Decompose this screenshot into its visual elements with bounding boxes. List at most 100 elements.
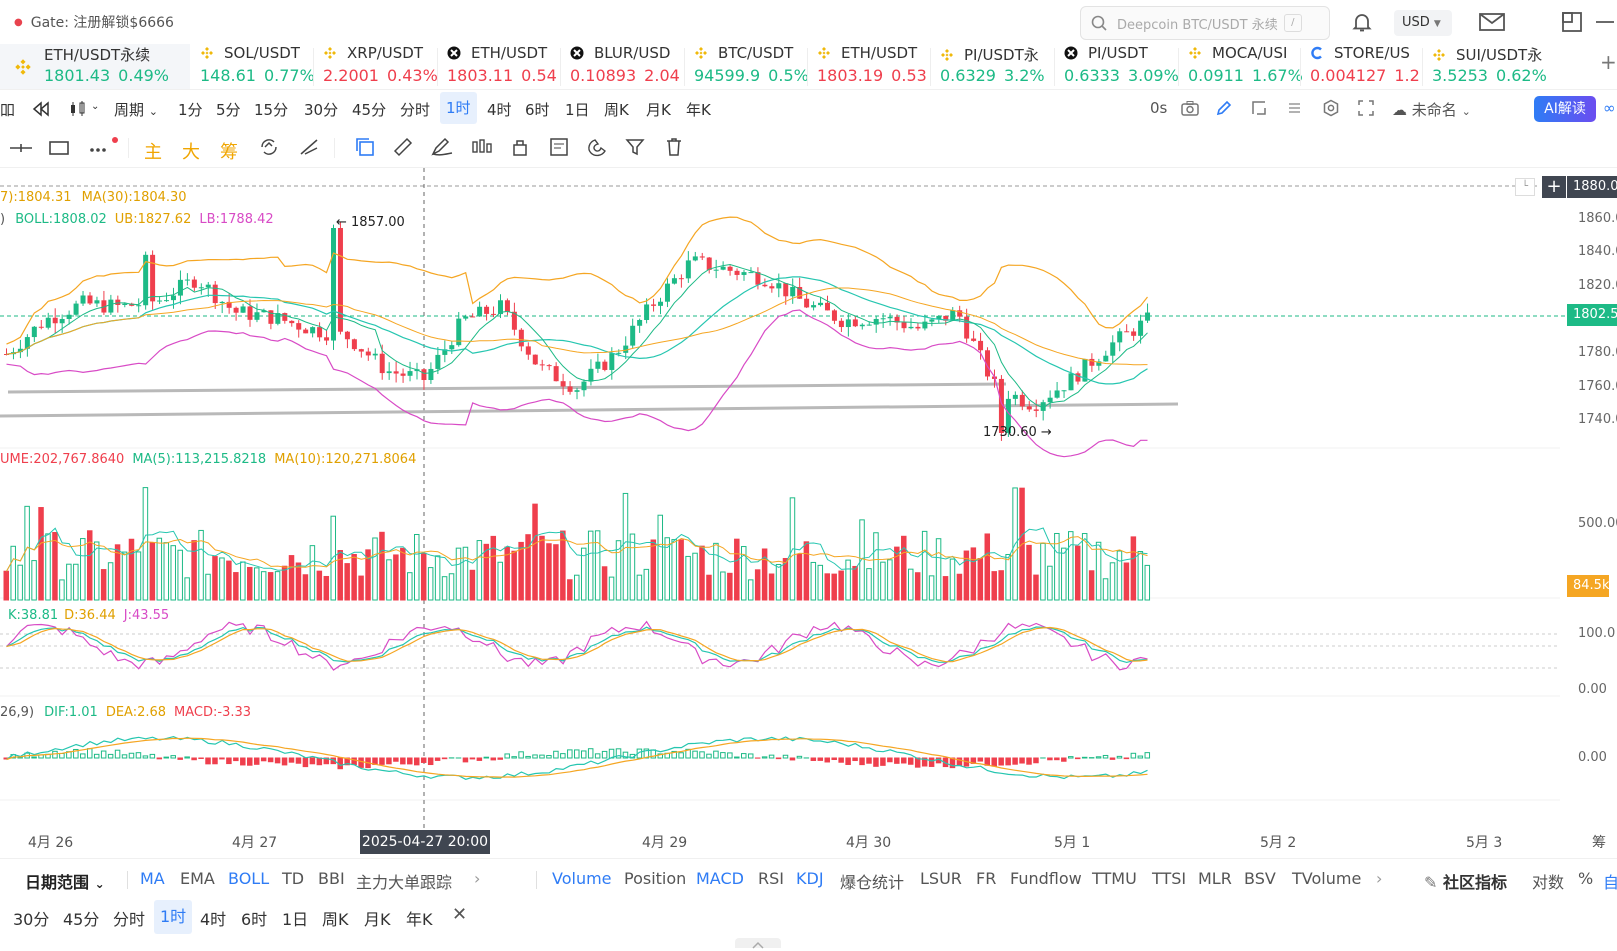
- trash-icon[interactable]: [664, 136, 684, 158]
- main-indicator-button[interactable]: EMA: [180, 869, 215, 888]
- main-indicator-button[interactable]: MA: [140, 869, 165, 888]
- ticker-item[interactable]: ETH/USDT永续 1801.43 0.49%: [14, 44, 190, 89]
- sub-indicator-button[interactable]: TTMU: [1092, 869, 1137, 888]
- bottom-interval-button[interactable]: 分时: [113, 910, 146, 929]
- main-indicator-button[interactable]: BOLL: [228, 869, 270, 888]
- ruler-tool-icon[interactable]: [392, 136, 414, 158]
- sub-indicator-button[interactable]: BSV: [1244, 869, 1276, 888]
- ticker-item[interactable]: BTC/USDT 94599.9 0.5%: [694, 44, 812, 89]
- main-indicator-button[interactable]: 主力大单跟踪: [356, 873, 453, 892]
- more-tools-icon[interactable]: [88, 136, 118, 158]
- brush-tool-icon[interactable]: [430, 136, 454, 158]
- sub-indicator-button[interactable]: 爆仓统计: [840, 873, 905, 892]
- sub-indicator-button[interactable]: MLR: [1198, 869, 1232, 888]
- mail-icon[interactable]: [1478, 10, 1506, 34]
- bell-icon[interactable]: [1350, 10, 1374, 34]
- sub-indicator-button[interactable]: RSI: [758, 869, 784, 888]
- ticker-item[interactable]: XRP/USDT 2.2001 0.43%: [323, 44, 441, 89]
- chevron-right-icon[interactable]: ›: [1376, 869, 1383, 888]
- main-indicator-button[interactable]: BBI: [318, 869, 345, 888]
- sub-indicator-button[interactable]: MACD: [696, 869, 744, 888]
- rewind-icon[interactable]: [32, 100, 50, 118]
- percent-scale-button[interactable]: %: [1578, 869, 1594, 888]
- ticker-item[interactable]: STORE/US 0.004127 1.2: [1310, 44, 1428, 89]
- sub-indicator-button[interactable]: FR: [976, 869, 997, 888]
- candles-tool-icon[interactable]: [470, 136, 494, 158]
- interval-button[interactable]: 1分: [178, 101, 203, 119]
- bottom-interval-button[interactable]: 月K: [364, 910, 391, 929]
- add-ticker-icon[interactable]: +: [1600, 50, 1617, 74]
- sub-indicator-button[interactable]: Fundflow: [1010, 869, 1082, 888]
- candle-style-icon[interactable]: [68, 100, 88, 118]
- sub-indicator-button[interactable]: LSUR: [920, 869, 962, 888]
- note-tool-icon[interactable]: [548, 136, 570, 158]
- add-price-alert-button[interactable]: +: [1542, 176, 1566, 198]
- horizontal-line-tool-icon[interactable]: [8, 138, 34, 158]
- auto-scale-button[interactable]: 自: [1603, 873, 1617, 892]
- interval-button[interactable]: 5分: [216, 101, 241, 119]
- fullscreen-icon[interactable]: [1357, 99, 1375, 117]
- close-icon[interactable]: ✕: [452, 904, 468, 925]
- search-box[interactable]: Deepcoin BTC/USDT 永续 /: [1080, 6, 1330, 40]
- ticker-item[interactable]: SOL/USDT 148.61 0.77%: [200, 44, 318, 89]
- ticker-item[interactable]: BLUR/USD 0.10893 2.04: [570, 44, 688, 89]
- bottom-interval-button[interactable]: 4时: [200, 910, 227, 929]
- bottom-interval-button[interactable]: 45分: [63, 910, 100, 929]
- chart-canvas[interactable]: [0, 168, 1617, 858]
- ai-analysis-button[interactable]: AI解读: [1534, 96, 1596, 122]
- camera-icon[interactable]: [1180, 99, 1200, 117]
- copy-tool-icon[interactable]: [354, 136, 376, 158]
- ticker-item[interactable]: ETH/USDT 1803.19 0.53: [817, 44, 935, 89]
- interval-button[interactable]: 周K: [604, 101, 629, 119]
- bottom-interval-button[interactable]: 周K: [322, 910, 349, 929]
- indicator-quick-button[interactable]: 大: [182, 142, 200, 163]
- interval-button[interactable]: 年K: [686, 101, 711, 119]
- minimize-icon[interactable]: [1594, 10, 1614, 34]
- interval-button[interactable]: 6时: [525, 101, 550, 119]
- trend-line-tool-icon[interactable]: [298, 136, 320, 158]
- rectangle-tool-icon[interactable]: [48, 138, 70, 158]
- bottom-interval-button[interactable]: 1时: [154, 900, 193, 934]
- window-layout-icon[interactable]: [1560, 10, 1584, 34]
- sub-indicator-button[interactable]: TVolume: [1292, 869, 1362, 888]
- bottom-interval-button[interactable]: 6时: [241, 910, 268, 929]
- layout-name-button[interactable]: ☁ 未命名 ⌄: [1392, 99, 1471, 120]
- sub-indicator-button[interactable]: Position: [624, 869, 687, 888]
- chevron-right-icon[interactable]: ›: [474, 869, 481, 888]
- log-scale-button[interactable]: 对数: [1532, 873, 1565, 892]
- chart-area[interactable]: 7):1804.31 MA(30):1804.30 ) BOLL:1808.02…: [0, 168, 1617, 858]
- list-icon[interactable]: [1285, 99, 1303, 117]
- chart-type-icon[interactable]: 吅: [0, 101, 16, 119]
- main-indicator-button[interactable]: TD: [282, 869, 305, 888]
- sub-indicator-button[interactable]: Volume: [552, 869, 612, 888]
- pencil-icon[interactable]: [1215, 99, 1233, 117]
- interval-button[interactable]: 15分: [254, 101, 289, 119]
- promo-banner[interactable]: ● Gate: 注册解锁$6666: [14, 12, 174, 32]
- ticker-item[interactable]: SUI/USDT永 3.5253 0.62%: [1432, 44, 1550, 89]
- crop-icon[interactable]: [1250, 99, 1268, 117]
- sub-indicator-button[interactable]: KDJ: [796, 869, 824, 888]
- bottom-interval-button[interactable]: 年K: [406, 910, 433, 929]
- sync-tool-icon[interactable]: [258, 136, 280, 158]
- interval-button[interactable]: 月K: [646, 101, 671, 119]
- date-range-button[interactable]: 日期范围 ⌄: [25, 869, 105, 893]
- interval-button[interactable]: 1日: [565, 101, 590, 119]
- community-indicators-button[interactable]: ✎ 社区指标: [1424, 869, 1507, 893]
- sub-indicator-button[interactable]: TTSI: [1152, 869, 1187, 888]
- interval-button[interactable]: 30分: [304, 101, 339, 119]
- interval-button[interactable]: 1时: [440, 92, 477, 124]
- lock-tool-icon[interactable]: [510, 136, 530, 158]
- link-icon[interactable]: ∞: [1603, 99, 1616, 117]
- interval-button[interactable]: 4时: [487, 101, 512, 119]
- ticker-item[interactable]: PI/USDT 0.6333 3.09%: [1064, 44, 1182, 89]
- ticker-item[interactable]: MOCA/USI 0.0911 1.67%: [1188, 44, 1306, 89]
- settings-icon[interactable]: [1322, 99, 1340, 117]
- magnet-tool-icon[interactable]: [586, 136, 608, 158]
- panel-collapse-handle[interactable]: [735, 938, 781, 949]
- ticker-item[interactable]: ETH/USDT 1803.11 0.54: [447, 44, 565, 89]
- indicator-quick-button[interactable]: 主: [144, 142, 162, 163]
- interval-button[interactable]: 分时: [400, 101, 431, 119]
- bottom-interval-button[interactable]: 30分: [13, 910, 50, 929]
- bottom-interval-button[interactable]: 1日: [282, 910, 309, 929]
- indicator-quick-button[interactable]: 筹: [220, 142, 238, 163]
